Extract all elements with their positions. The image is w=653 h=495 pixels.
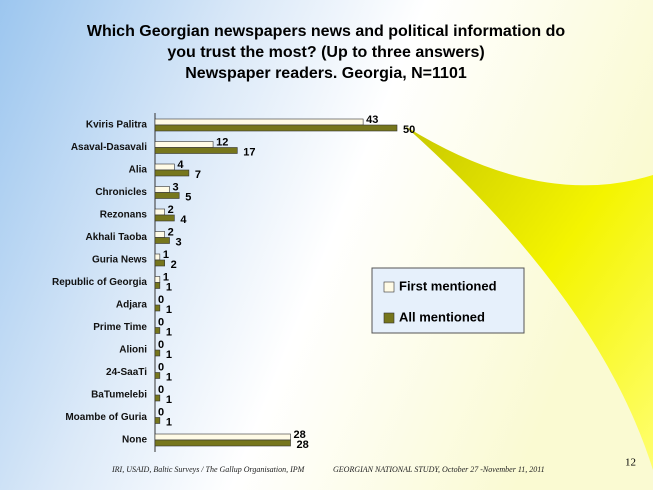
data-label: 1 bbox=[163, 271, 169, 283]
bar bbox=[154, 253, 161, 261]
bar bbox=[154, 214, 175, 222]
y-tick-label: None bbox=[122, 435, 147, 446]
bar bbox=[154, 304, 161, 312]
y-tick-label: Adjara bbox=[116, 300, 148, 311]
data-label: 50 bbox=[403, 124, 415, 136]
data-label: 1 bbox=[166, 371, 172, 383]
swoosh bbox=[405, 126, 653, 470]
data-label: 0 bbox=[158, 384, 164, 396]
chart-title: Newspaper readers. Georgia, N=1101 bbox=[185, 65, 467, 82]
data-label: 1 bbox=[166, 416, 172, 428]
y-tick-label: Moambe of Guria bbox=[65, 412, 147, 423]
y-tick-label: 24-SaaTi bbox=[106, 367, 147, 378]
data-label: 3 bbox=[176, 236, 182, 248]
bar bbox=[154, 124, 398, 132]
page-number: 12 bbox=[625, 457, 636, 469]
data-label: 1 bbox=[166, 394, 172, 406]
data-label: 1 bbox=[166, 349, 172, 361]
y-tick-label: Chronicles bbox=[95, 187, 147, 198]
footer-right: GEORGIAN NATIONAL STUDY, October 27 -Nov… bbox=[333, 465, 545, 474]
data-label: 0 bbox=[158, 294, 164, 306]
y-tick-label: Asaval-Dasavali bbox=[71, 142, 147, 153]
bar bbox=[154, 237, 170, 244]
y-tick-label: Alia bbox=[129, 165, 148, 176]
bar bbox=[154, 327, 161, 334]
data-label: 4 bbox=[180, 214, 187, 226]
data-label: 3 bbox=[173, 181, 179, 193]
y-tick-label: Guria News bbox=[92, 255, 147, 266]
legend-swatch bbox=[383, 281, 395, 293]
data-label: 1 bbox=[163, 249, 169, 261]
legend-label: First mentioned bbox=[399, 278, 497, 293]
legend-label: All mentioned bbox=[399, 309, 485, 324]
bar bbox=[154, 231, 165, 238]
data-label: 0 bbox=[158, 339, 164, 351]
data-label: 2 bbox=[168, 204, 174, 216]
data-label: 1 bbox=[166, 326, 172, 338]
bar bbox=[154, 372, 161, 379]
data-label: 43 bbox=[366, 114, 378, 126]
footer-left: IRI, USAID, Baltic Surveys / The Gallup … bbox=[111, 465, 306, 474]
chart-title: Which Georgian newspapers news and polit… bbox=[87, 23, 566, 40]
bar bbox=[154, 163, 175, 171]
legend bbox=[371, 267, 525, 334]
bar bbox=[154, 169, 190, 177]
bar bbox=[154, 282, 161, 289]
bar bbox=[154, 147, 238, 154]
legend-swatch bbox=[383, 312, 395, 324]
y-tick-label: Akhali Taoba bbox=[86, 232, 148, 243]
data-label: 7 bbox=[195, 169, 201, 181]
data-label: 0 bbox=[158, 361, 164, 373]
bar bbox=[154, 433, 291, 441]
bar bbox=[154, 186, 170, 193]
data-label: 2 bbox=[168, 226, 174, 238]
bar bbox=[154, 141, 214, 148]
y-tick-label: Alioni bbox=[119, 345, 147, 356]
bar bbox=[154, 118, 364, 126]
bar bbox=[154, 259, 165, 267]
data-label: 5 bbox=[185, 191, 191, 203]
y-tick-label: Prime Time bbox=[93, 322, 147, 333]
data-label: 0 bbox=[158, 406, 164, 418]
bar bbox=[154, 276, 161, 283]
y-tick-label: Republic of Georgia bbox=[52, 277, 147, 288]
chart-title: you trust the most? (Up to three answers… bbox=[167, 44, 484, 61]
y-tick-label: Kviris Palitra bbox=[86, 120, 148, 131]
data-label: 17 bbox=[243, 146, 255, 158]
data-label: 28 bbox=[297, 439, 309, 451]
y-tick-label: Rezonans bbox=[100, 210, 148, 221]
data-label: 1 bbox=[166, 304, 172, 316]
bar bbox=[154, 349, 161, 357]
data-label: 4 bbox=[177, 159, 184, 171]
data-label: 1 bbox=[166, 281, 172, 293]
bar bbox=[154, 417, 161, 424]
data-label: 28 bbox=[294, 429, 306, 441]
data-label: 12 bbox=[216, 136, 228, 148]
data-label: 2 bbox=[171, 259, 177, 271]
bar bbox=[154, 208, 165, 216]
data-label: 0 bbox=[158, 316, 164, 328]
bar bbox=[154, 439, 291, 447]
bar bbox=[154, 394, 161, 402]
bar bbox=[154, 192, 180, 199]
y-tick-label: BaTumelebi bbox=[91, 390, 147, 401]
